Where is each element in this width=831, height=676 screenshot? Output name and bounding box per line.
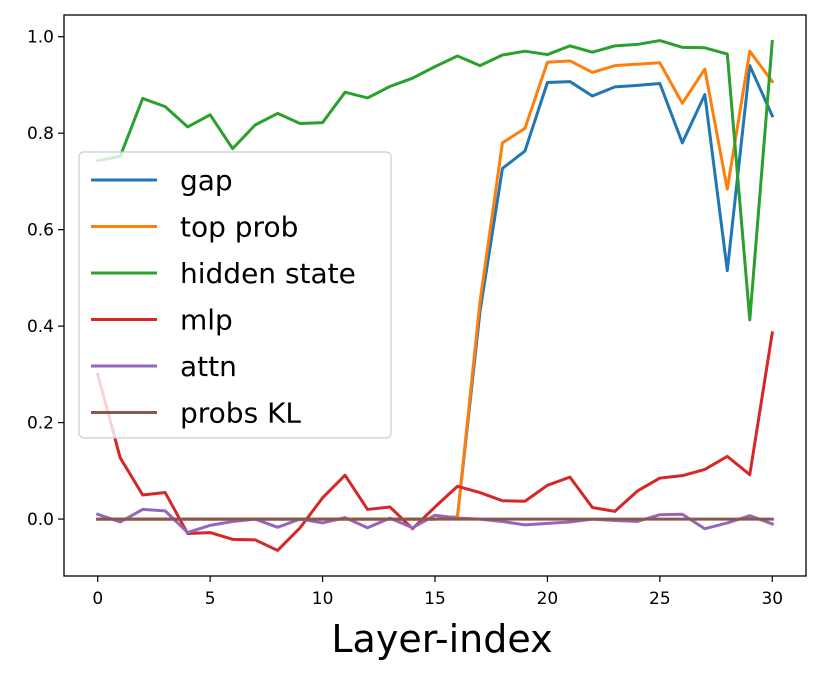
series-line-mlp xyxy=(95,331,774,552)
x-tick-label: 20 xyxy=(537,589,559,609)
series-line-attn xyxy=(95,507,775,535)
legend: gap top prob hidden state mlp attn probs KL xyxy=(78,151,392,439)
legend-label: probs KL xyxy=(180,397,301,430)
x-tick-label: 30 xyxy=(761,589,783,609)
legend-label: hidden state xyxy=(180,257,356,290)
x-tick-label: 5 xyxy=(205,589,216,609)
legend-box xyxy=(78,151,392,439)
x-tick-label: 25 xyxy=(649,589,671,609)
legend-label: mlp xyxy=(180,304,233,337)
y-tick-label: 0.6 xyxy=(27,221,54,241)
y-tick-label: 0.2 xyxy=(27,414,54,434)
y-tick-label: 1.0 xyxy=(27,28,54,48)
y-tick-label: 0.8 xyxy=(27,124,54,144)
legend-label: top prob xyxy=(180,211,298,244)
x-tick-label: 15 xyxy=(424,589,446,609)
y-tick-label: 0.4 xyxy=(27,317,54,337)
y-tick-label: 0.0 xyxy=(27,510,54,530)
x-axis-label: Layer-index xyxy=(331,617,552,661)
x-tick-label: 10 xyxy=(312,589,334,609)
axes-layer: 0 5 10 15 20 25 30 0.0 0.2 0.4 0.6 0.8 1.0 xyxy=(27,14,807,609)
legend-label: attn xyxy=(180,350,237,383)
legend-label: gap xyxy=(180,164,233,197)
series-line-hidden-state xyxy=(95,39,774,322)
x-tick-label: 0 xyxy=(92,589,103,609)
series-layer xyxy=(95,39,775,552)
